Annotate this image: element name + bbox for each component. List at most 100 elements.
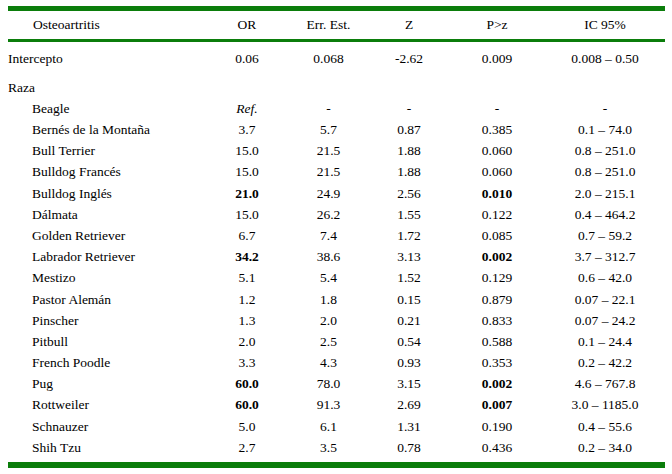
or-value: 15.0 — [206, 165, 288, 179]
table-row-shih-tzu: Shih Tzu 2.7 3.5 0.78 0.436 0.2 – 34.0 — [8, 437, 665, 458]
table-group-row-raza: Raza — [8, 72, 665, 98]
or-value: 2.0 — [206, 335, 288, 349]
p-value: - — [449, 102, 545, 116]
or-value: 5.1 — [206, 271, 288, 285]
ic-value: 3.7 – 312.7 — [545, 250, 665, 264]
or-value: 21.0 — [206, 187, 288, 201]
ic-value: 0.4 – 464.2 — [545, 208, 665, 222]
ic-value: 2.0 – 215.1 — [545, 187, 665, 201]
z-value: 2.56 — [369, 187, 449, 201]
or-value: 6.7 — [206, 229, 288, 243]
p-value: 0.353 — [449, 356, 545, 370]
z-value: 0.21 — [369, 314, 449, 328]
p-value: 0.002 — [449, 377, 545, 391]
z-value: 3.15 — [369, 377, 449, 391]
ic-value: - — [545, 102, 665, 116]
p-value: 0.060 — [449, 165, 545, 179]
z-value: 1.52 — [369, 271, 449, 285]
err-est-value: 26.2 — [288, 208, 369, 222]
ic-value: 0.07 – 24.2 — [545, 314, 665, 328]
table-row-labrador-retriever: Labrador Retriever 34.2 38.6 3.13 0.002 … — [8, 246, 665, 267]
err-est-value: 1.8 — [288, 293, 369, 307]
regression-results-table: Osteoartritis OR Err. Est. Z P>z IC 95% … — [0, 0, 672, 474]
ic-value: 0.07 – 22.1 — [545, 293, 665, 307]
p-value: 0.879 — [449, 293, 545, 307]
column-header-osteoartritis: Osteoartritis — [8, 18, 206, 32]
table-row-schnauzer: Schnauzer 5.0 6.1 1.31 0.190 0.4 – 55.6 — [8, 416, 665, 437]
ic-value: 0.7 – 59.2 — [545, 229, 665, 243]
or-value: 1.2 — [206, 293, 288, 307]
table-row-rottweiler: Rottweiler 60.0 91.3 2.69 0.007 3.0 – 11… — [8, 395, 665, 416]
table-row-pastor-aleman: Pastor Alemán 1.2 1.8 0.15 0.879 0.07 – … — [8, 289, 665, 310]
table-row-bulldog-frances: Bulldog Francés 15.0 21.5 1.88 0.060 0.8… — [8, 162, 665, 183]
p-value: 0.007 — [449, 398, 545, 412]
z-value: 1.72 — [369, 229, 449, 243]
breed-name: Beagle — [8, 102, 206, 116]
breed-name: Pitbull — [8, 335, 206, 349]
err-est-value: 24.9 — [288, 187, 369, 201]
or-value: 5.0 — [206, 420, 288, 434]
z-value: 1.55 — [369, 208, 449, 222]
breed-name: Bull Terrier — [8, 144, 206, 158]
or-value: 60.0 — [206, 398, 288, 412]
ic-value: 4.6 – 767.8 — [545, 377, 665, 391]
table-row-golden-retriever: Golden Retriever 6.7 7.4 1.72 0.085 0.7 … — [8, 225, 665, 246]
or-value: Ref. — [206, 102, 288, 116]
ic-value: 0.2 – 34.0 — [545, 441, 665, 455]
column-header-ic95: IC 95% — [545, 18, 665, 32]
or-value: 3.3 — [206, 356, 288, 370]
or-value: 60.0 — [206, 377, 288, 391]
p-value: 0.129 — [449, 271, 545, 285]
z-value: 0.93 — [369, 356, 449, 370]
err-est-value: 21.5 — [288, 144, 369, 158]
z-value: 1.31 — [369, 420, 449, 434]
err-est-value: 38.6 — [288, 250, 369, 264]
z-value: 0.78 — [369, 441, 449, 455]
err-est-value: 4.3 — [288, 356, 369, 370]
z-value: 0.15 — [369, 293, 449, 307]
breed-name: French Poodle — [8, 356, 206, 370]
p-value: 0.833 — [449, 314, 545, 328]
breed-name: Pastor Alemán — [8, 293, 206, 307]
z-value: 1.88 — [369, 165, 449, 179]
err-est-value: 2.5 — [288, 335, 369, 349]
ic-value: 0.1 – 24.4 — [545, 335, 665, 349]
err-est-value: 78.0 — [288, 377, 369, 391]
p-value: 0.436 — [449, 441, 545, 455]
breed-name: Bernés de la Montaña — [8, 123, 206, 137]
z-value: 1.88 — [369, 144, 449, 158]
ic-value: 0.8 – 251.0 — [545, 144, 665, 158]
table-row-mestizo: Mestizo 5.1 5.4 1.52 0.129 0.6 – 42.0 — [8, 268, 665, 289]
p-value: 0.010 — [449, 187, 545, 201]
breed-name: Shih Tzu — [8, 441, 206, 455]
table-row-french-poodle: French Poodle 3.3 4.3 0.93 0.353 0.2 – 4… — [8, 352, 665, 373]
breed-name: Rottweiler — [8, 398, 206, 412]
or-value: 2.7 — [206, 441, 288, 455]
breed-name: Golden Retriever — [8, 229, 206, 243]
err-est-value: 7.4 — [288, 229, 369, 243]
table-row-intercept: Intercepto 0.06 0.068 -2.62 0.009 0.008 … — [8, 42, 665, 72]
p-value: 0.002 — [449, 250, 545, 264]
breed-name: Schnauzer — [8, 420, 206, 434]
or-value: 34.2 — [206, 250, 288, 264]
table-row-beagle: Beagle Ref. - - - - — [8, 98, 665, 119]
breed-name: Pinscher — [8, 314, 206, 328]
ic-value: 0.1 – 74.0 — [545, 123, 665, 137]
err-est-value: 2.0 — [288, 314, 369, 328]
table-row-bull-terrier: Bull Terrier 15.0 21.5 1.88 0.060 0.8 – … — [8, 140, 665, 161]
or-value: 3.7 — [206, 123, 288, 137]
table-header-row: Osteoartritis OR Err. Est. Z P>z IC 95% — [8, 11, 665, 39]
ic-value: 0.2 – 42.2 — [545, 356, 665, 370]
z-value: - — [369, 102, 449, 116]
p-value: 0.588 — [449, 335, 545, 349]
row-label: Intercepto — [8, 52, 206, 66]
z-value: 3.13 — [369, 250, 449, 264]
table-row-bulldog-ingles: Bulldog Inglés 21.0 24.9 2.56 0.010 2.0 … — [8, 183, 665, 204]
breed-name: Labrador Retriever — [8, 250, 206, 264]
ic-value: 0.008 – 0.50 — [545, 52, 665, 66]
ic-value: 3.0 – 1185.0 — [545, 398, 665, 412]
ic-value: 0.4 – 55.6 — [545, 420, 665, 434]
z-value: 2.69 — [369, 398, 449, 412]
p-value: 0.009 — [449, 52, 545, 66]
err-est-value: 3.5 — [288, 441, 369, 455]
